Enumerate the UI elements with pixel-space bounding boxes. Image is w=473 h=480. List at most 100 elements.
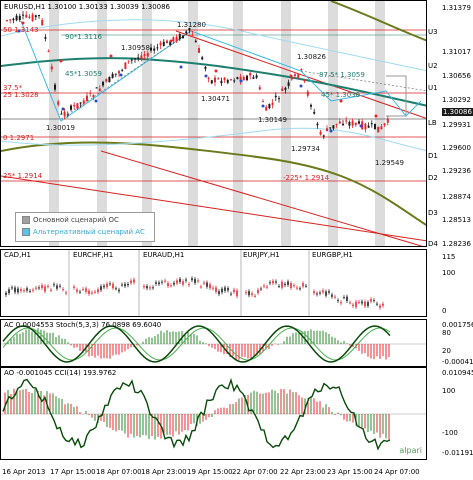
price-candle <box>44 37 47 39</box>
price-candle <box>322 135 325 137</box>
current-price-marker: 1.30086 <box>442 108 473 116</box>
price-candle <box>306 91 309 96</box>
mini-candle <box>179 278 181 283</box>
time-tick: 22 Apr 07:00 <box>232 468 278 476</box>
time-axis[interactable]: 16 Apr 2013 17 Apr 15:00 18 Apr 07:00 18… <box>0 460 473 480</box>
mini-candle <box>44 286 46 292</box>
legend-main-row: Основной сценарий ОС <box>22 216 119 224</box>
price-candle <box>121 69 124 71</box>
legend-main-swatch <box>22 216 30 224</box>
ao-cci-pane[interactable]: AO -0.001045 CCI(14) 193.9762 alpari <box>0 367 427 460</box>
price-candle <box>204 66 207 69</box>
mini-candle <box>358 301 360 303</box>
mini-candle <box>370 299 372 302</box>
mini-candle <box>245 292 247 294</box>
price-candle <box>22 14 24 16</box>
price-candle <box>188 28 191 31</box>
mini-candle <box>109 283 111 285</box>
mini-candle <box>197 280 199 282</box>
band-line <box>1 127 426 152</box>
level-label-lb: LB <box>428 119 437 127</box>
channel-line <box>175 30 426 119</box>
level-label-u2: U2 <box>428 62 438 70</box>
legend-alt-label: Альтернативный сценарий АС <box>33 228 145 236</box>
mini-candle <box>11 287 13 289</box>
price-candle <box>108 76 111 83</box>
mini-candle <box>118 289 120 292</box>
price-candle <box>98 88 101 91</box>
price-candle <box>38 15 40 17</box>
mini-candle <box>212 287 214 289</box>
price-candle <box>92 95 95 97</box>
mini-candle <box>173 282 175 285</box>
price-candle <box>70 105 72 110</box>
mini-candle <box>352 304 354 306</box>
ohlc-readout: 1.30100 1.30133 1.30039 1.30086 <box>47 3 171 11</box>
price-candle <box>246 75 248 81</box>
mini-candle <box>260 288 262 290</box>
mini-candle <box>275 281 277 283</box>
mini-candle <box>334 296 336 298</box>
main-price-axis[interactable]: 1.31379 1.31017 1.30656 1.30292 1.29931 … <box>427 0 473 248</box>
fractal-dot <box>359 124 363 128</box>
mini-candle <box>206 282 208 287</box>
mini-candle <box>263 285 265 287</box>
price-candle <box>274 95 277 98</box>
price-tick: 1.28874 <box>442 193 471 201</box>
price-candle <box>358 121 360 124</box>
session-band <box>233 1 243 246</box>
price-tick: 1.30656 <box>442 72 471 80</box>
price-candle <box>297 74 300 78</box>
fractal-dot <box>374 114 378 118</box>
mini-candle <box>302 283 304 287</box>
price-candle <box>374 123 376 130</box>
time-tick: 16 Apr 2013 <box>2 468 46 476</box>
main-chart-pane[interactable]: 50 1.3143 90*1.3116 45*1.3059 25 1.3028 37.5… <box>0 0 427 247</box>
mini-candle <box>149 287 151 289</box>
price-candle <box>278 98 280 100</box>
mini-candle <box>155 282 157 284</box>
mini-charts-pane[interactable]: CAD,H1 EURCHF,H1 EURAUD,H1 EURJPY,H1 EUR… <box>0 249 427 317</box>
mini-candle <box>130 280 132 284</box>
price-candle <box>124 62 127 69</box>
price-candle <box>134 58 136 60</box>
price-candle <box>226 80 229 83</box>
price-candle <box>191 34 194 36</box>
ao-cci-canvas <box>1 377 426 451</box>
time-tick: 17 Apr 15:00 <box>50 468 96 476</box>
level-label-u3: U3 <box>428 28 438 36</box>
mini-candle <box>185 279 187 281</box>
price-candle <box>153 48 156 51</box>
price-candle <box>130 59 133 61</box>
pivot-label: 1.30958 <box>121 44 150 52</box>
price-candle <box>9 19 12 21</box>
mini-candle <box>23 290 25 292</box>
price-candle <box>354 122 357 126</box>
price-candle <box>114 73 117 75</box>
fractal-dot <box>179 65 183 69</box>
channel-line <box>100 150 424 246</box>
pivot-label: 1.29734 <box>291 145 320 153</box>
price-candle <box>140 55 143 60</box>
brand-text: alpari <box>399 446 422 455</box>
mini-candle <box>82 288 84 290</box>
price-candle <box>386 118 389 123</box>
price-candle <box>329 127 332 129</box>
pivot-label: 1.30826 <box>297 53 326 61</box>
price-candle <box>210 80 213 84</box>
ac-stoch-title: AC 0.0004553 Stoch(5,3,3) 76.0898 69.604… <box>4 321 162 329</box>
mini-candle <box>100 286 102 291</box>
price-candle <box>159 42 162 46</box>
price-candle <box>380 126 383 130</box>
price-candle <box>335 123 338 125</box>
price-candle <box>95 87 98 89</box>
price-candle <box>217 78 220 80</box>
ac-stoch-pane[interactable]: AC 0.0004553 Stoch(5,3,3) 76.0898 69.604… <box>0 319 427 367</box>
level-label-d1: D1 <box>428 152 438 160</box>
mini-candle <box>200 286 202 288</box>
scenario-legend: Основной сценарий ОС Альтернативный сцен… <box>15 212 155 242</box>
mini-axis: 115 100 0 <box>427 249 473 317</box>
price-tick: 1.29600 <box>442 144 471 152</box>
fib-label-25: 25 1.3028 <box>3 91 39 99</box>
price-candle <box>66 114 69 116</box>
